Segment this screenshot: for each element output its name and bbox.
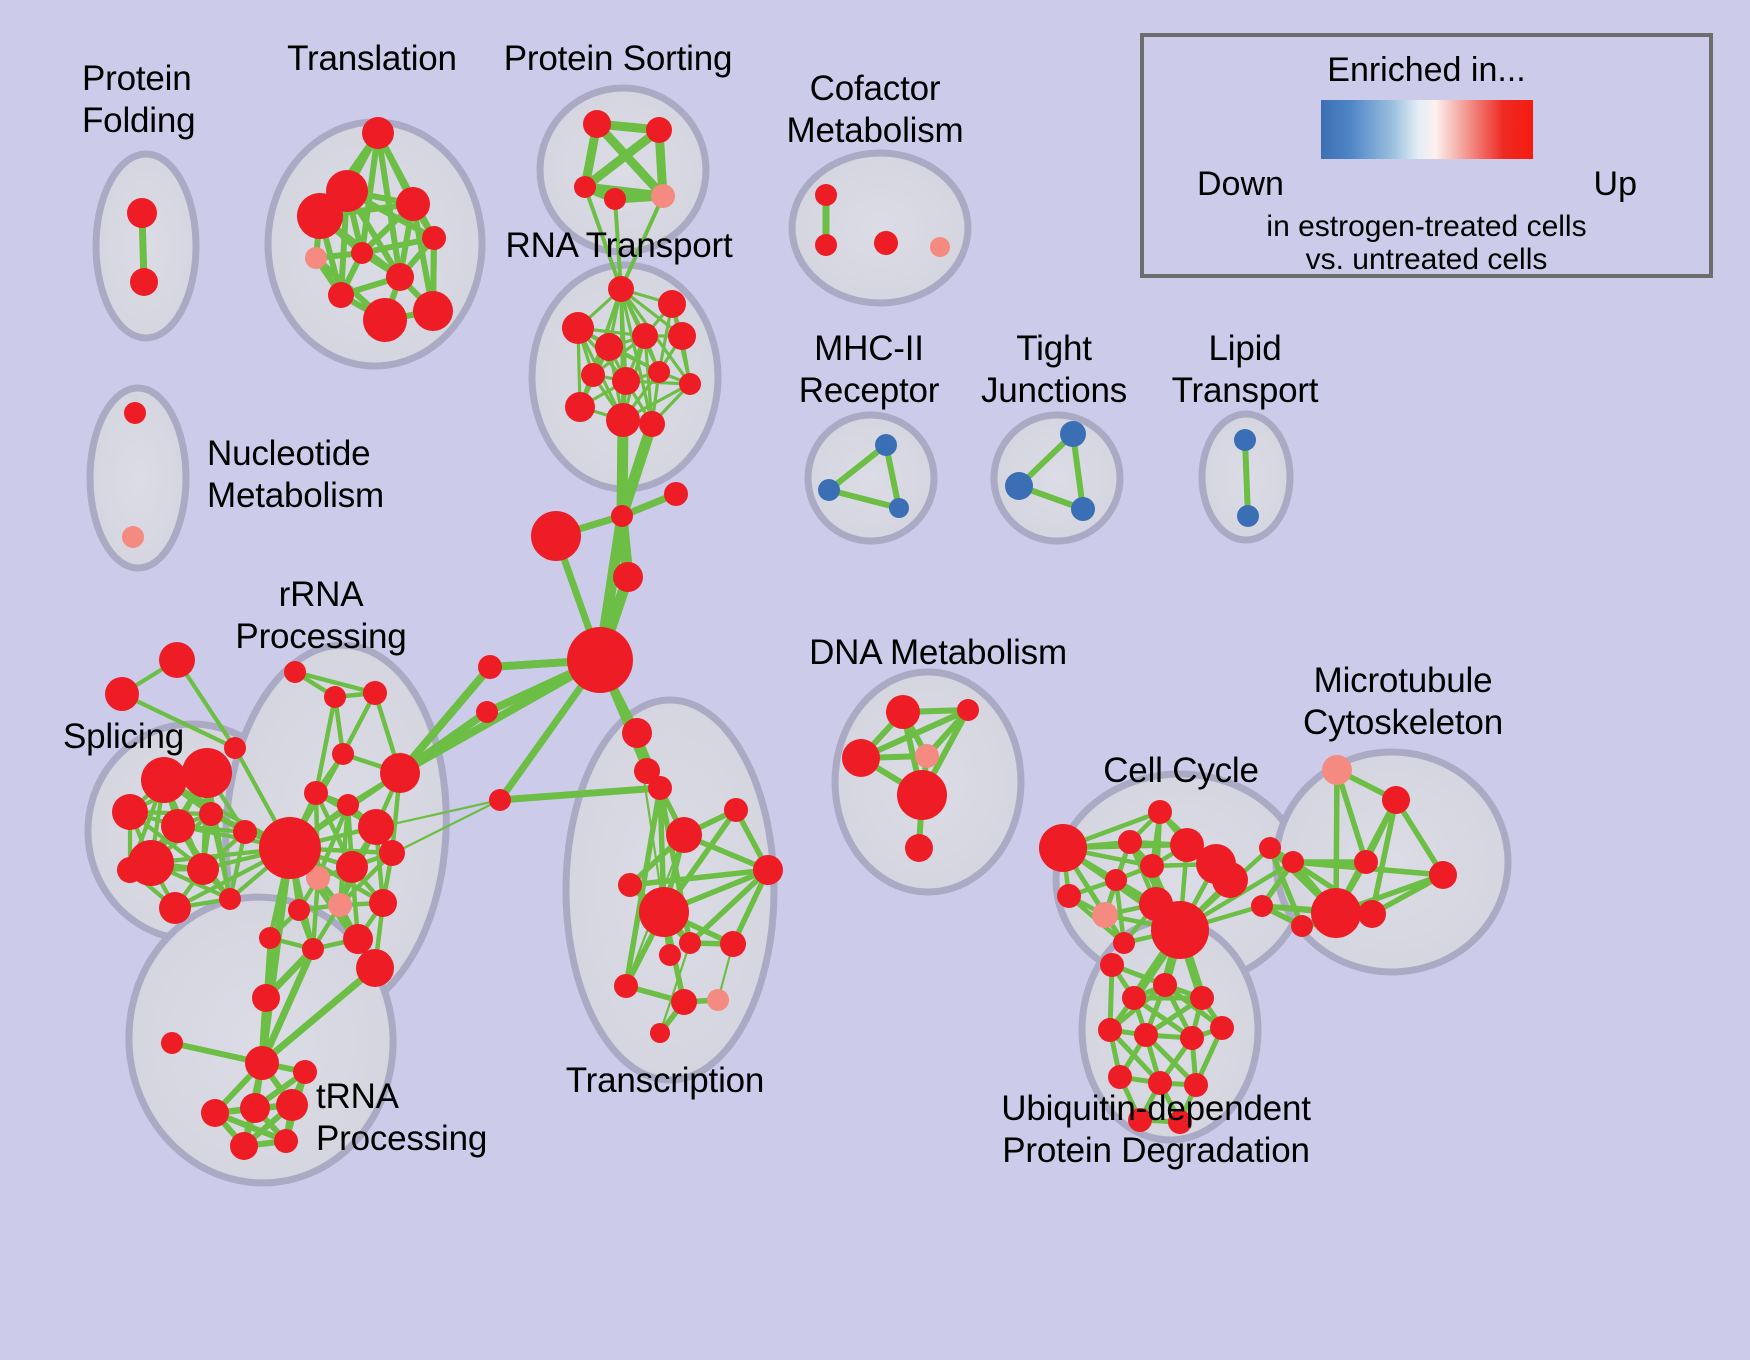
nodes-ubiquitin-degradation <box>1098 953 1234 1134</box>
nodes-transcription <box>614 718 783 1043</box>
nodes-cell-cycle <box>1039 800 1281 959</box>
cluster-label-protein-sorting: Protein Sorting <box>503 39 733 78</box>
cluster-label-lipid-transport: Lipid Transport <box>1171 329 1319 410</box>
cluster-label-rrna-processing: rRNA Processing <box>235 575 407 656</box>
legend-subtitle-line1: in estrogen-treated cells <box>1266 210 1587 243</box>
cluster-label-microtubule-cytoskeleton: Microtubule Cytoskeleton <box>1303 661 1503 742</box>
nodes-rrna-processing <box>252 661 420 1012</box>
nodes-rna-transport <box>562 276 701 437</box>
legend-low-label: Down <box>1197 165 1284 203</box>
nodes-tight-junctions <box>1005 421 1095 521</box>
network-nodes <box>105 110 1457 1160</box>
legend-box: Enriched in... Down Up in estrogen-treat… <box>1140 33 1713 278</box>
cluster-label-cell-cycle: Cell Cycle <box>1103 751 1259 790</box>
cluster-label-transcription: Transcription <box>565 1061 765 1100</box>
cluster-label-trna-processing: tRNA Processing <box>316 1077 488 1158</box>
nodes-lipid-transport <box>1234 429 1259 527</box>
nodes-translation <box>297 117 453 342</box>
nodes-spine <box>476 482 688 811</box>
cluster-label-translation: Translation <box>287 39 457 78</box>
nodes-microtubule-cytoskeleton <box>1282 755 1457 938</box>
hull-nucleotide-metabolism <box>86 384 190 572</box>
cluster-label-tight-junctions: Tight Junctions <box>980 329 1128 410</box>
cluster-label-nucleotide-metabolism: Nucleotide Metabolism <box>207 434 384 515</box>
nodes-trna-processing <box>161 1032 317 1160</box>
cluster-label-rna-transport: RNA Transport <box>505 226 733 265</box>
nodes-mhc-ii-receptor <box>818 434 909 518</box>
cluster-label-ubiquitin-degradation: Ubiquitin-dependent Protein Degradation <box>1001 1089 1311 1170</box>
edges-rrna-to-trna <box>258 844 379 1067</box>
cluster-label-cofactor-metabolism: Cofactor Metabolism <box>786 69 964 150</box>
cluster-label-protein-folding: Protein Folding <box>82 59 196 140</box>
cluster-label-mhc-ii-receptor: MHC-II Receptor <box>798 329 940 410</box>
nodes-protein-folding <box>127 198 158 296</box>
cluster-label-splicing: Splicing <box>63 717 184 756</box>
edges-protein-sorting-to-rna <box>583 185 665 291</box>
hull-cofactor-metabolism <box>788 149 972 307</box>
legend-color-gradient <box>1320 100 1533 159</box>
edges-lipid-transport <box>1242 437 1251 519</box>
nodes-nucleotide-metabolism <box>122 402 146 548</box>
nodes-splicing <box>105 642 257 924</box>
nodes-protein-sorting <box>574 110 675 210</box>
nodes-cofactor-metabolism <box>815 184 950 257</box>
legend-subtitle-line2: vs. untreated cells <box>1305 243 1548 276</box>
cluster-label-dna-metabolism: DNA Metabolism <box>809 633 1067 672</box>
hull-mhc-ii-receptor <box>804 411 938 545</box>
nodes-dna-metabolism <box>842 695 979 862</box>
legend-title: Enriched in... <box>1327 51 1526 89</box>
legend-high-label: Up <box>1593 165 1637 203</box>
